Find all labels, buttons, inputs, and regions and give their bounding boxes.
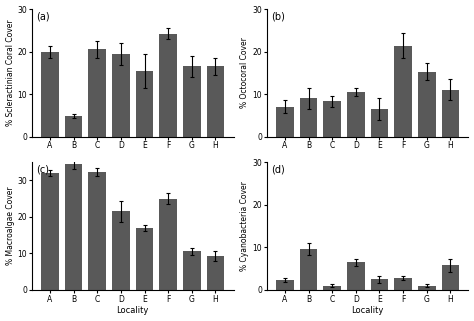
Bar <box>207 66 224 136</box>
Bar <box>442 90 459 136</box>
Bar <box>323 101 341 136</box>
Y-axis label: % Cyanobacteria Cover: % Cyanobacteria Cover <box>240 181 249 271</box>
Bar <box>183 251 201 290</box>
Bar <box>371 279 388 290</box>
Y-axis label: % Macroalgae Cover: % Macroalgae Cover <box>6 187 15 265</box>
Bar <box>276 280 294 290</box>
Bar <box>65 164 82 290</box>
Bar <box>371 109 388 136</box>
Bar <box>136 71 154 136</box>
Text: (a): (a) <box>36 12 50 22</box>
Bar <box>418 72 436 136</box>
Text: (d): (d) <box>271 165 285 175</box>
Bar <box>347 262 365 290</box>
Bar <box>300 98 318 136</box>
Bar <box>442 265 459 290</box>
Bar <box>65 116 82 136</box>
Bar <box>159 34 177 136</box>
Bar <box>183 66 201 136</box>
Bar <box>159 199 177 290</box>
Bar <box>88 49 106 136</box>
Bar <box>347 92 365 136</box>
Text: (c): (c) <box>36 165 49 175</box>
Bar <box>276 107 294 136</box>
Bar <box>41 173 59 290</box>
X-axis label: Locality: Locality <box>117 307 149 316</box>
Bar <box>112 54 130 136</box>
Bar <box>88 172 106 290</box>
Bar <box>136 228 154 290</box>
Bar <box>300 249 318 290</box>
Bar <box>207 256 224 290</box>
Bar <box>112 212 130 290</box>
Bar <box>323 286 341 290</box>
Bar <box>41 52 59 136</box>
Text: (b): (b) <box>271 12 285 22</box>
Bar <box>418 286 436 290</box>
Bar <box>394 278 412 290</box>
Bar <box>394 46 412 136</box>
X-axis label: Locality: Locality <box>351 307 384 316</box>
Y-axis label: % Octocoral Cover: % Octocoral Cover <box>240 37 249 108</box>
Y-axis label: % Scleractinian Coral Cover: % Scleractinian Coral Cover <box>6 20 15 126</box>
